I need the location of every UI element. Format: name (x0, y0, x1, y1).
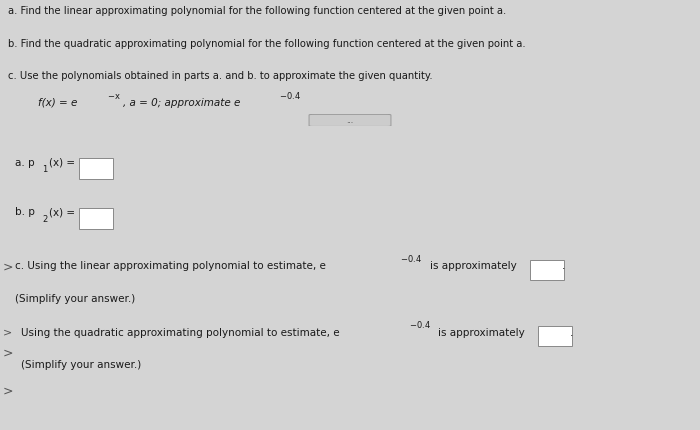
Text: is approximately: is approximately (430, 261, 517, 271)
Text: a. Find the linear approximating polynomial for the following function centered : a. Find the linear approximating polynom… (8, 6, 507, 16)
Text: $\mathregular{-x}$: $\mathregular{-x}$ (107, 92, 121, 101)
Text: 2: 2 (42, 215, 48, 224)
Text: Using the quadratic approximating polynomial to estimate, e: Using the quadratic approximating polyno… (21, 328, 340, 338)
Text: $\mathregular{-0.4}$: $\mathregular{-0.4}$ (400, 252, 422, 264)
Text: c. Using the linear approximating polynomial to estimate, e: c. Using the linear approximating polyno… (15, 261, 326, 271)
Text: >: > (3, 346, 13, 359)
Text: (x) =: (x) = (49, 157, 75, 168)
Text: (Simplify your answer.): (Simplify your answer.) (21, 360, 141, 370)
Text: $\mathregular{-0.4}$: $\mathregular{-0.4}$ (279, 90, 300, 101)
Text: >: > (3, 385, 13, 398)
Text: b. Find the quadratic approximating polynomial for the following function center: b. Find the quadratic approximating poly… (8, 39, 526, 49)
Text: a. p: a. p (15, 157, 35, 168)
Text: c. Use the polynomials obtained in parts a. and b. to approximate the given quan: c. Use the polynomials obtained in parts… (8, 71, 433, 81)
Text: (Simplify your answer.): (Simplify your answer.) (15, 294, 136, 304)
Text: b. p: b. p (15, 207, 35, 217)
FancyBboxPatch shape (530, 260, 564, 280)
Text: >: > (3, 260, 13, 273)
Text: , a = 0; approximate e: , a = 0; approximate e (123, 98, 241, 108)
Text: (x) =: (x) = (49, 207, 75, 217)
Text: ...: ... (346, 116, 354, 125)
FancyBboxPatch shape (538, 326, 572, 347)
Text: $\mathregular{-0.4}$: $\mathregular{-0.4}$ (409, 319, 430, 330)
Text: .: . (561, 261, 565, 271)
FancyBboxPatch shape (309, 114, 391, 126)
Text: .: . (570, 328, 573, 338)
FancyBboxPatch shape (79, 158, 113, 179)
Text: f(x) = e: f(x) = e (38, 98, 78, 108)
Text: is approximately: is approximately (438, 328, 525, 338)
Text: >: > (3, 328, 12, 338)
Text: 1: 1 (42, 165, 48, 174)
FancyBboxPatch shape (79, 208, 113, 229)
